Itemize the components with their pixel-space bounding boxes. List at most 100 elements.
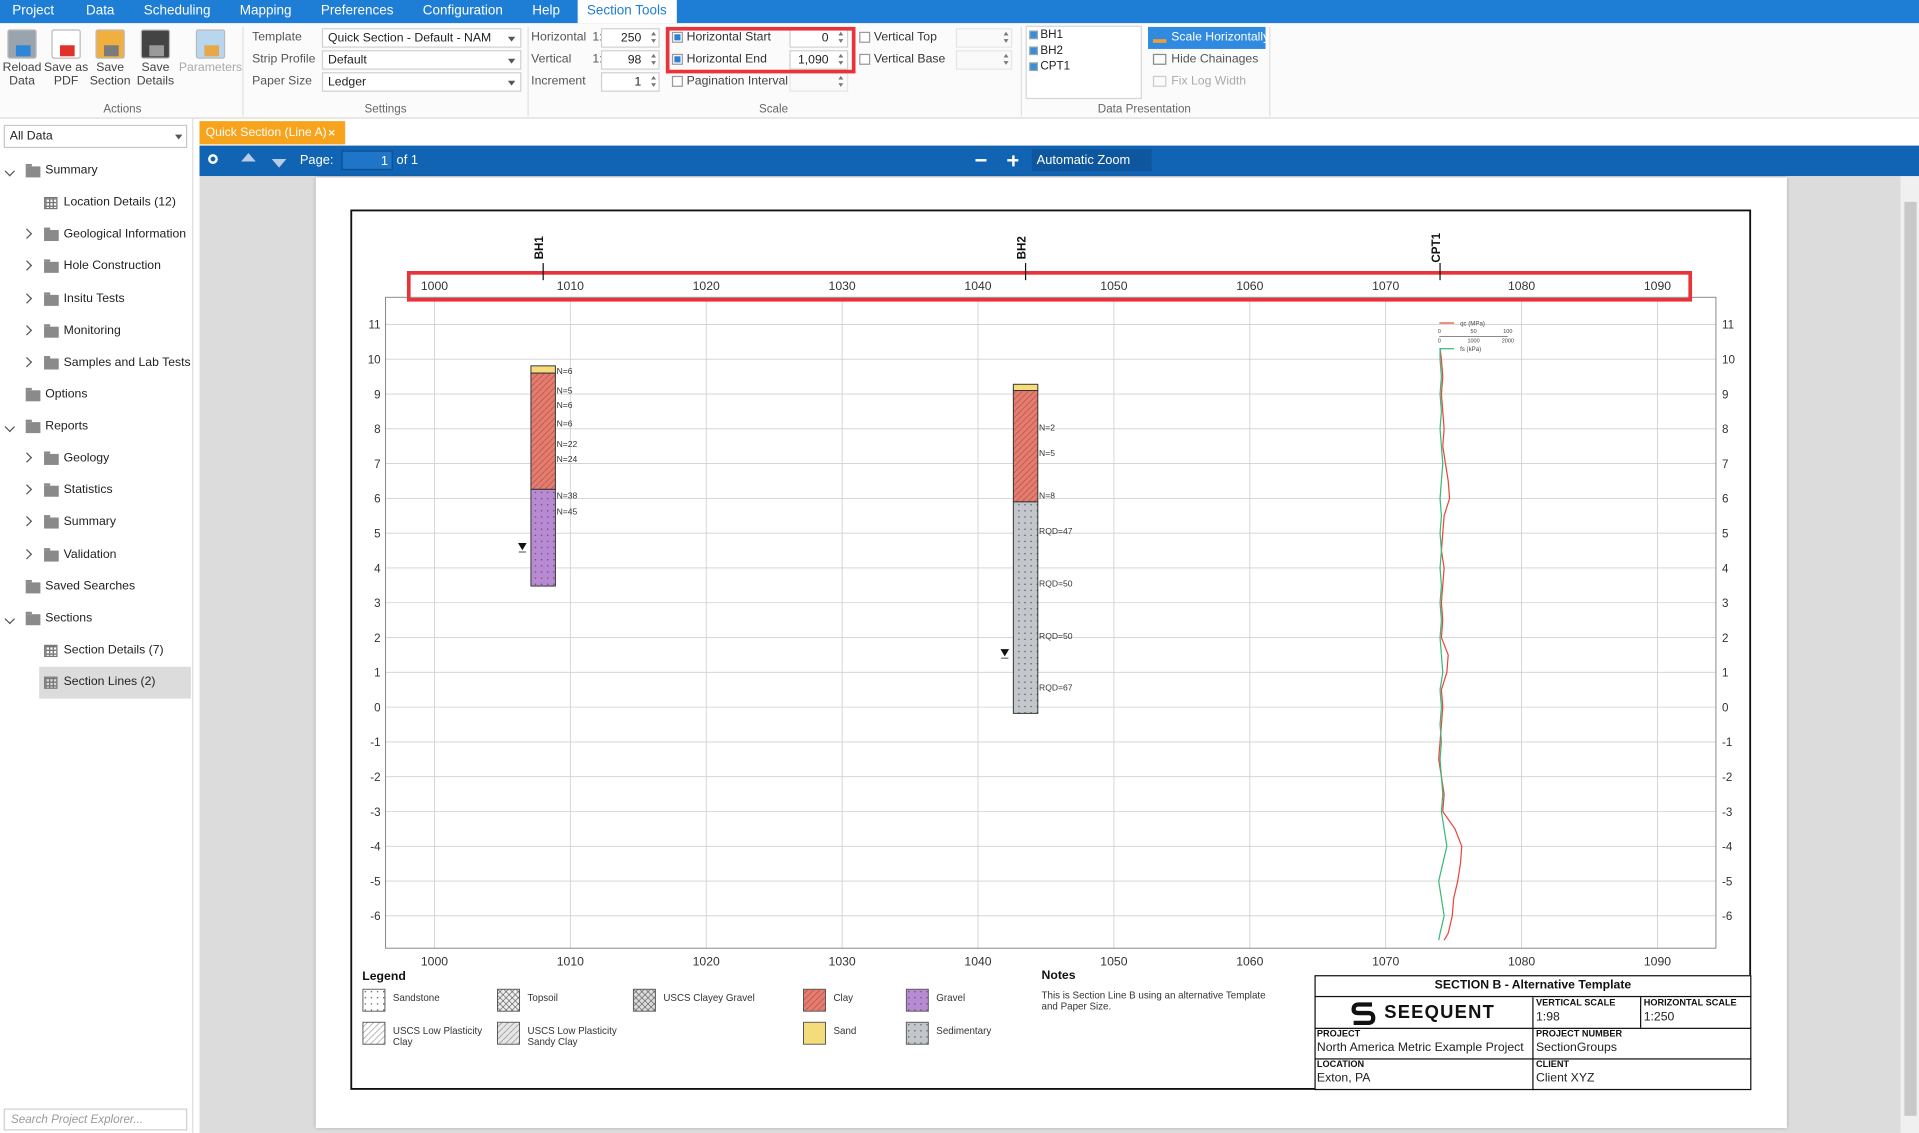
cpt-legend-label: fs (kPa) [1460, 346, 1481, 353]
folder-tab [44, 451, 51, 455]
legend-title: Legend [362, 970, 406, 984]
y-tick-label: -2 [370, 771, 380, 784]
legend-label: Sandstone [392, 992, 440, 1004]
logo-mark [1351, 1002, 1376, 1025]
option-label[interactable]: Fix Log Width [1171, 74, 1247, 89]
tree-item[interactable]: Reports [45, 419, 89, 434]
checkbox[interactable] [671, 53, 683, 65]
field-label: Horizontal End [686, 52, 767, 67]
menu-tab[interactable]: Project [12, 3, 55, 19]
action-button[interactable]: Save as PDF [43, 61, 89, 88]
prev-page[interactable] [241, 152, 256, 162]
folder-icon [44, 262, 59, 274]
tree-item[interactable]: Summary [45, 163, 98, 178]
y-tick-label: 9 [1722, 388, 1728, 401]
number-input[interactable] [955, 50, 1013, 70]
cpt-scale-label: 2000 [1502, 339, 1514, 345]
test-label: N=38 [557, 491, 578, 501]
group-label: Data Presentation [1097, 102, 1191, 117]
folder-tab [44, 547, 51, 551]
page-count: of 1 [396, 152, 418, 168]
tree-item[interactable]: Monitoring [63, 323, 121, 338]
search-box[interactable]: Search Project Explorer... [3, 1108, 188, 1131]
y-tick-label: -1 [370, 736, 380, 749]
number-input[interactable]: 98 [600, 50, 660, 70]
checkbox[interactable] [671, 75, 683, 87]
y-tick-label: 11 [369, 319, 381, 332]
tree-item[interactable]: Hole Construction [63, 259, 161, 274]
menu-tab[interactable]: Section Tools [577, 0, 677, 24]
folder-tab [44, 483, 51, 487]
menu-tab[interactable]: Help [532, 3, 560, 19]
action-button[interactable]: Save Section [89, 61, 131, 88]
y-tick-label: -4 [370, 841, 381, 854]
dropdown[interactable]: Quick Section - Default - NAM [321, 28, 522, 48]
option-label[interactable]: Hide Chainages [1171, 52, 1259, 67]
tree-item[interactable]: Sections [45, 611, 93, 625]
menu-tab[interactable]: Data [85, 3, 115, 19]
scrollbar-thumb[interactable] [1904, 201, 1917, 1116]
menu-bar: Project Data Scheduling Mapping Preferences C… [0, 0, 1919, 24]
search-placeholder: Search Project Explorer... [11, 1113, 144, 1127]
tree-item[interactable]: Options [45, 387, 88, 402]
number-input[interactable]: 1 [600, 72, 660, 92]
tree-item[interactable]: Section Details (7) [63, 643, 164, 657]
dropdown[interactable]: Default [321, 50, 522, 70]
x-tick-label: 1000 [421, 279, 448, 293]
tree-item[interactable]: Geological Information [63, 227, 187, 242]
y-tick-label: 11 [1722, 319, 1734, 332]
checkbox[interactable] [859, 31, 871, 43]
tree-item[interactable]: Geology [63, 451, 110, 466]
legend-swatch-fill [632, 988, 656, 1012]
test-label: N=2 [1039, 422, 1055, 432]
action-button[interactable]: Reload Data [2, 61, 42, 88]
hole-checkbox[interactable] [1029, 30, 1038, 40]
folder-icon [44, 550, 59, 562]
zoom-out[interactable] [975, 159, 987, 162]
zoom-select[interactable]: Automatic Zoom [1031, 149, 1152, 172]
menu-tab[interactable]: Scheduling [143, 3, 211, 19]
tree-item[interactable]: Statistics [63, 483, 113, 498]
cpt-scale-label: 50 [1471, 329, 1477, 335]
tree-item[interactable]: Insitu Tests [63, 291, 125, 306]
sidebar [0, 118, 194, 1133]
checkbox[interactable] [859, 53, 871, 65]
tree-item[interactable]: Saved Searches [45, 579, 136, 594]
tree-item[interactable]: Validation [63, 547, 117, 562]
tree-item[interactable]: Samples and Lab Tests [63, 355, 191, 370]
option-selected[interactable] [1148, 26, 1266, 49]
zoom-value: Automatic Zoom [1036, 152, 1131, 168]
checkbox[interactable] [671, 31, 683, 43]
legend-swatch-fill [905, 988, 929, 1012]
tree-item[interactable]: Summary [63, 515, 117, 530]
search-icon[interactable] [208, 154, 218, 164]
water-level [1000, 649, 1010, 659]
field-label: Template [252, 30, 302, 45]
hole-checkbox[interactable] [1029, 62, 1038, 71]
next-page[interactable] [271, 159, 287, 168]
title-cell-value: Client XYZ [1535, 1071, 1595, 1086]
number-input[interactable] [955, 28, 1013, 48]
number-input[interactable]: 250 [600, 28, 660, 48]
action-button[interactable]: Parameters [178, 61, 243, 75]
option-label[interactable]: Scale Horizontally [1171, 30, 1270, 45]
number-input[interactable]: 1,090 [789, 50, 849, 70]
tree-item[interactable]: Section Lines (2) [63, 675, 156, 689]
dropdown[interactable]: Ledger [321, 72, 522, 92]
dropdown-value: Default [328, 53, 367, 68]
document-tab[interactable]: Quick Section (Line A) [199, 121, 346, 145]
filter-dropdown[interactable]: All Data [3, 124, 188, 149]
action-button[interactable]: Save Details [136, 61, 175, 88]
hole-checkbox[interactable] [1029, 46, 1038, 56]
menu-tab[interactable]: Mapping [239, 3, 292, 19]
folder-icon [44, 454, 59, 466]
page-input[interactable]: 1 [341, 150, 393, 171]
input-value: 1 [634, 75, 642, 90]
menu-tab[interactable]: Configuration [422, 3, 503, 19]
spin-up [838, 75, 844, 80]
folder-tab [44, 515, 51, 519]
menu-tab[interactable]: Preferences [320, 3, 394, 19]
test-label: N=5 [1039, 448, 1055, 458]
tree-item[interactable]: Location Details (12) [63, 195, 176, 210]
